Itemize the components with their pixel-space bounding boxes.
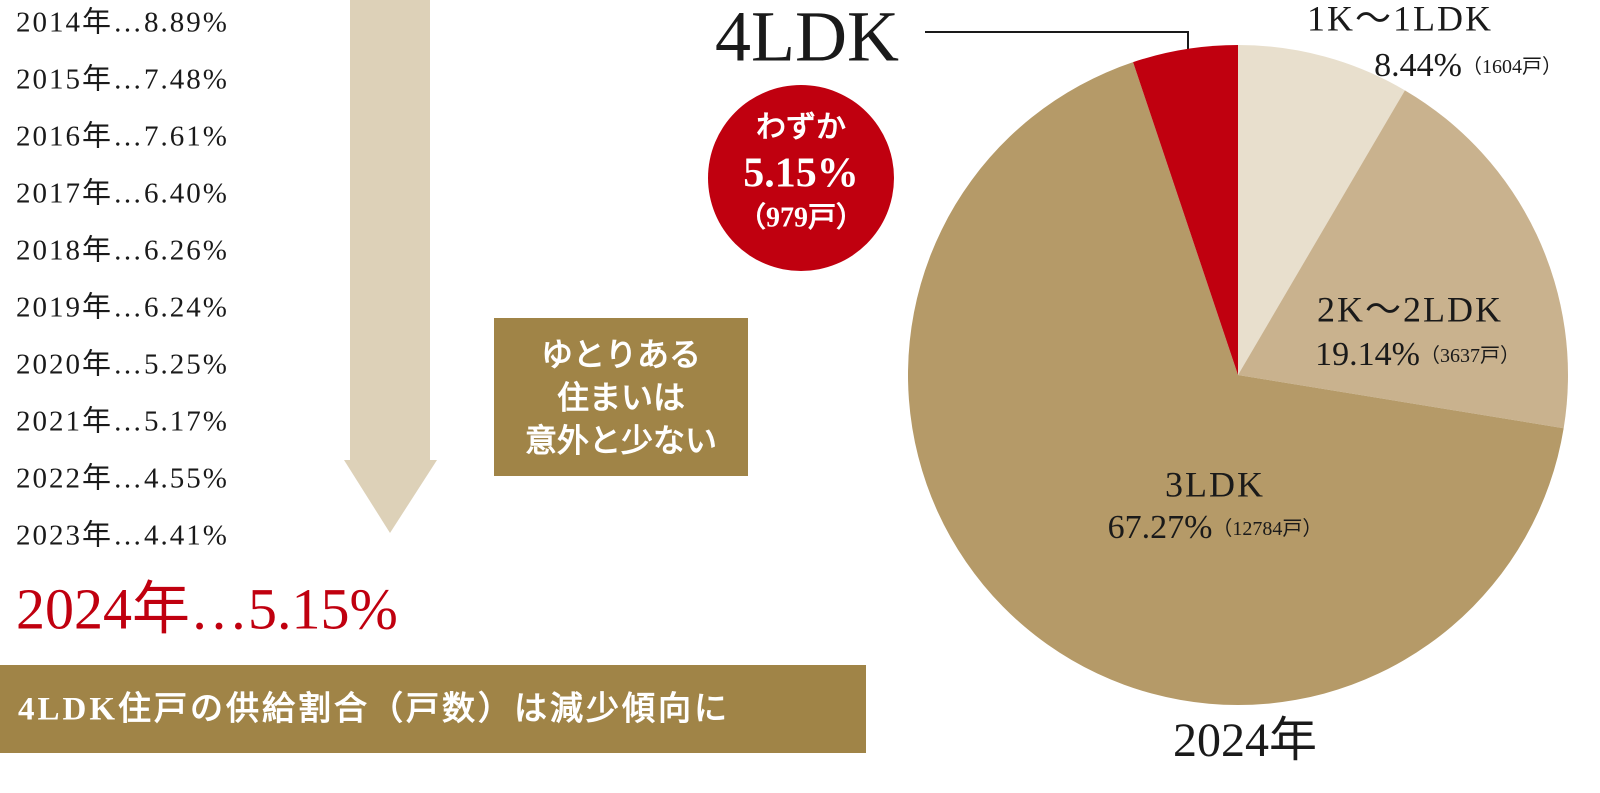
year-row: 2017年…6.40% bbox=[16, 177, 229, 210]
note-line: ゆとりある bbox=[541, 336, 701, 372]
year-row: 2023年…4.41% bbox=[16, 519, 229, 552]
year-row: 2020年…5.25% bbox=[16, 348, 229, 381]
note-box bbox=[494, 318, 748, 476]
leader-line bbox=[925, 31, 1189, 52]
value-label: 19.14%（3637戸） bbox=[1315, 336, 1520, 373]
year-row: 2018年…6.26% bbox=[16, 234, 229, 267]
year-row: 2015年…7.48% bbox=[16, 63, 229, 96]
year-row: 2022年…4.55% bbox=[16, 462, 229, 495]
value-label: 8.44%（1604戸） bbox=[1374, 47, 1562, 84]
value: 67.27% bbox=[1108, 509, 1213, 546]
year-row: 2016年…7.61% bbox=[16, 120, 229, 153]
callout-circle bbox=[708, 85, 894, 271]
pie-slice bbox=[1238, 45, 1405, 375]
note-line: 住まいは bbox=[557, 379, 685, 415]
callout-category: 4LDK bbox=[715, 0, 899, 77]
latest: 2024年…5.15% bbox=[16, 576, 398, 641]
year-row: 2014年…8.89% bbox=[16, 6, 229, 39]
pie-slice bbox=[1238, 90, 1568, 429]
category-label: 3LDK bbox=[1165, 464, 1265, 504]
callout-count: （979戸） bbox=[738, 200, 864, 233]
banner: 4LDK住戸の供給割合（戸数）は減少傾向に bbox=[18, 691, 730, 728]
category-label: 1K〜1LDK bbox=[1307, 0, 1493, 38]
value: 8.44% bbox=[1374, 47, 1462, 84]
count: （1604戸） bbox=[1462, 55, 1562, 78]
banner-box bbox=[0, 665, 866, 753]
pie-caption: 2024年 bbox=[1173, 714, 1317, 767]
count: （3637戸） bbox=[1420, 344, 1520, 367]
year-row: 2021年…5.17% bbox=[16, 405, 229, 438]
category-label: 2K〜2LDK bbox=[1317, 289, 1503, 329]
pie-slice bbox=[908, 62, 1564, 706]
arrow-shaft bbox=[350, 0, 430, 462]
note-line: 意外と少ない bbox=[525, 422, 717, 458]
pie bbox=[908, 45, 1568, 706]
value: 19.14% bbox=[1315, 336, 1420, 373]
arrow-head bbox=[344, 460, 437, 533]
callout-text: わずか bbox=[756, 111, 846, 144]
value-label: 67.27%（12784戸） bbox=[1108, 509, 1323, 546]
year-row: 2019年…6.24% bbox=[16, 291, 229, 324]
pie-slice bbox=[1133, 45, 1238, 375]
count: （12784戸） bbox=[1212, 517, 1322, 540]
callout-value: 5.15% bbox=[743, 151, 859, 197]
